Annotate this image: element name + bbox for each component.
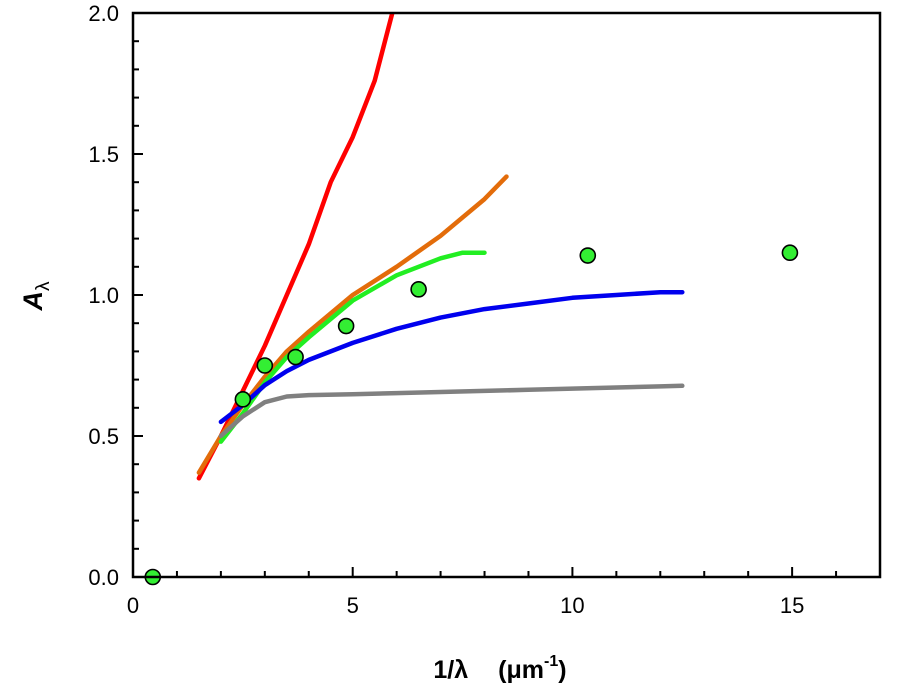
y-axis-title-sub: λ [33,281,54,291]
data-point [337,317,355,335]
y-tick-label: 1.0 [88,283,119,308]
x-axis-title-unit-close: ) [558,656,566,684]
x-tick-label: 15 [780,593,804,618]
ticks-layer [132,12,881,578]
y-tick-label: 1.5 [88,142,119,167]
y-tick-label: 0.5 [88,424,119,449]
y-axis-title: Aλ [18,281,54,312]
points-layer [144,244,799,586]
data-point [256,357,274,374]
series-line-gray [218,383,685,439]
x-tick-label: 5 [347,593,359,618]
series-line-green [218,250,487,444]
data-point [287,348,304,366]
series-line-blue [218,289,685,425]
data-point [579,247,597,264]
x-tick-label: 10 [560,593,584,618]
plot-frame [131,11,882,579]
series-layer [196,13,685,481]
x-tick-label: 0 [127,593,139,618]
series-line-orange [196,174,509,475]
x-axis-title-main: 1/λ [433,656,468,684]
data-point [234,391,252,408]
x-axis-title-unit-sup: -1 [544,653,558,670]
series-line-red [196,13,395,481]
data-point [781,244,799,261]
x-axis-title-unit-open: (μm [498,656,544,684]
labels-layer: 0 5 10 15 0.0 0.5 1.0 1.5 2.0 [88,1,804,618]
y-tick-label: 2.0 [88,1,119,26]
x-axis-title: 1/λ (μm-1) [433,653,566,684]
y-axis-title-main: A [18,291,48,312]
data-point [410,281,427,298]
y-tick-label: 0.0 [88,565,119,590]
